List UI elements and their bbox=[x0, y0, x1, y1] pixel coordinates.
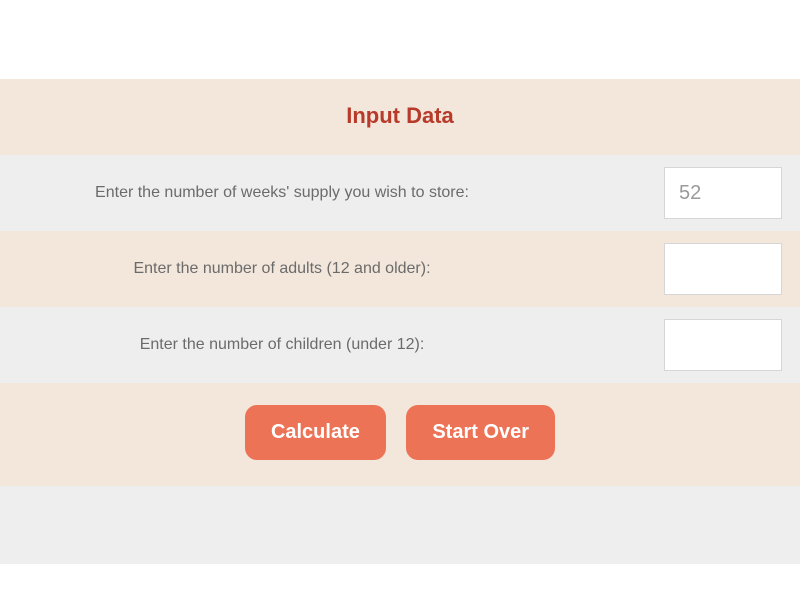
form-row-children: Enter the number of children (under 12): bbox=[0, 307, 800, 383]
button-row: Calculate Start Over bbox=[0, 383, 800, 486]
top-spacer bbox=[0, 0, 800, 79]
adults-input[interactable] bbox=[664, 243, 782, 295]
weeks-label: Enter the number of weeks' supply you wi… bbox=[40, 184, 664, 202]
header-row: Input Data bbox=[0, 79, 800, 155]
calculate-button[interactable]: Calculate bbox=[245, 405, 386, 460]
weeks-input[interactable] bbox=[664, 167, 782, 219]
bottom-spacer bbox=[0, 486, 800, 564]
form-row-adults: Enter the number of adults (12 and older… bbox=[0, 231, 800, 307]
page-title: Input Data bbox=[0, 103, 800, 129]
form-row-weeks: Enter the number of weeks' supply you wi… bbox=[0, 155, 800, 231]
children-input[interactable] bbox=[664, 319, 782, 371]
children-label: Enter the number of children (under 12): bbox=[40, 336, 664, 354]
adults-label: Enter the number of adults (12 and older… bbox=[40, 260, 664, 278]
start-over-button[interactable]: Start Over bbox=[406, 405, 555, 460]
